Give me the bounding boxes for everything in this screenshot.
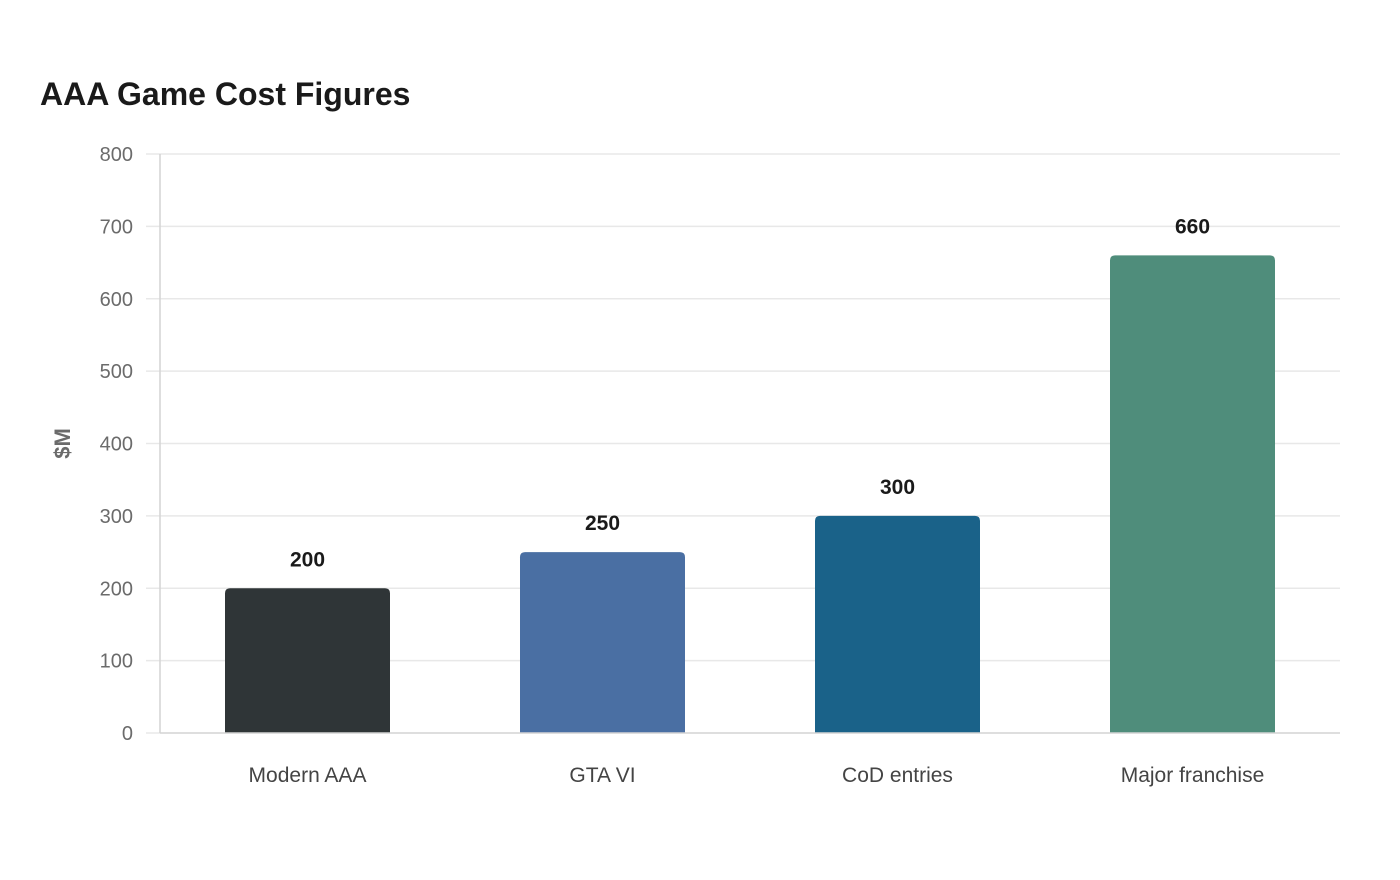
bar: [815, 515, 980, 733]
y-tick-label: 100: [100, 651, 133, 673]
bars: [225, 255, 1275, 733]
x-tick-label: Modern AAA: [249, 764, 367, 787]
y-tick-label: 800: [100, 144, 133, 166]
bar: [520, 552, 685, 733]
x-axis-ticks: Modern AAA GTA VI CoD entries Major franchi…: [249, 764, 1265, 787]
bar: [1110, 255, 1275, 733]
y-axis-ticks: 0 100 200 300 400 500 600 700 800: [100, 144, 160, 745]
chart-title: AAA Game Cost Figures: [40, 76, 411, 112]
y-tick-label: 700: [100, 216, 133, 238]
x-tick-label: GTA VI: [569, 764, 635, 787]
bar-value-label: 660: [1175, 215, 1210, 238]
bar-value-label: 300: [880, 476, 915, 499]
value-labels: 200 250 300 660: [290, 215, 1210, 571]
bar-value-label: 200: [290, 548, 325, 571]
x-tick-label: CoD entries: [842, 764, 953, 787]
y-tick-label: 600: [100, 289, 133, 311]
bar: [225, 588, 390, 733]
y-tick-label: 300: [100, 506, 133, 528]
y-tick-label: 200: [100, 578, 133, 600]
y-axis-title: $M: [50, 428, 75, 459]
bar-value-label: 250: [585, 512, 620, 535]
y-tick-label: 400: [100, 434, 133, 456]
y-tick-label: 500: [100, 361, 133, 383]
y-tick-label: 0: [122, 723, 133, 745]
x-tick-label: Major franchise: [1121, 764, 1265, 787]
